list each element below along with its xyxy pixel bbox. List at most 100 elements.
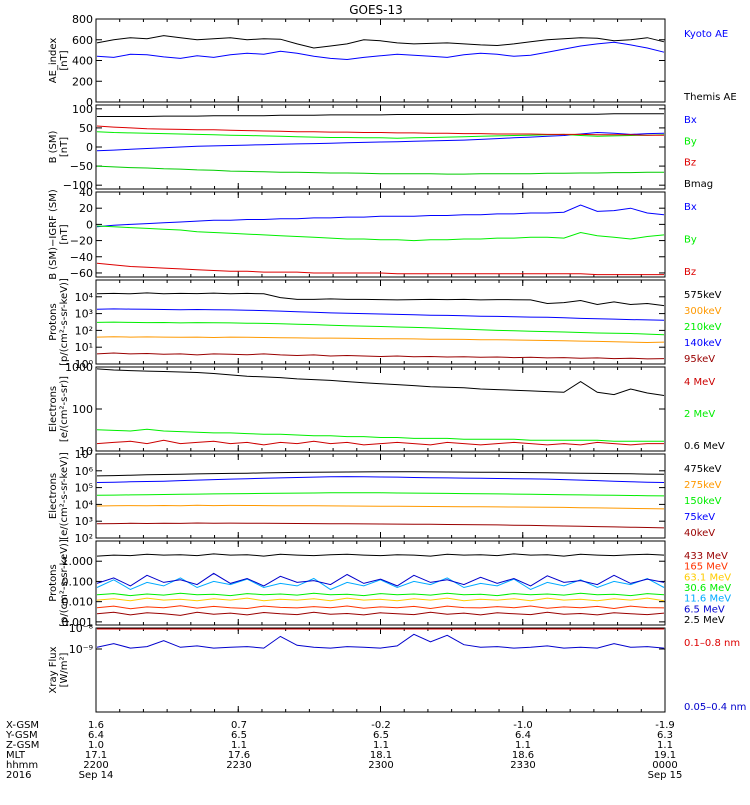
- series-line-0-6-mev: [96, 368, 665, 396]
- orbit-value: 1.1: [231, 740, 247, 751]
- panel-2: 100 50 0 −50 −100 B (SM)[nT] Bx By Bz Bmag: [48, 103, 713, 192]
- panel-frame: [95, 366, 666, 452]
- y-tick-label: 10⁻⁹: [69, 643, 93, 656]
- series-line-bz: [96, 262, 664, 276]
- orbit-value: Sep 14: [79, 770, 114, 781]
- legend-entry: 30.6 MeV: [684, 583, 731, 594]
- legend-entry: 475keV: [684, 464, 722, 475]
- orbit-value: -1.9: [655, 720, 675, 731]
- series-line-bx: [96, 204, 665, 228]
- orbit-row-label: MLT: [6, 750, 26, 761]
- orbit-value: 6.4: [515, 730, 531, 741]
- panel-7: 0.001 0.010 0.100 1.000Protons[p/(cm²-s-sr-…: [48, 539, 731, 629]
- series-line-40kev: [96, 522, 665, 529]
- series-line-kyoto-ae: [96, 41, 665, 61]
- y-tick-label: 10⁰: [75, 358, 94, 371]
- y-tick-label: 100: [72, 403, 93, 416]
- orbit-value: 1.1: [373, 740, 389, 751]
- legend-entry: 63.1 MeV: [684, 572, 731, 583]
- orbit-value: 2200: [83, 760, 108, 771]
- orbit-value: 2230: [226, 760, 251, 771]
- series-line-themis-ae: [96, 35, 665, 49]
- y-tick-label: 40: [79, 186, 93, 199]
- y-tick-label: 10⁴: [75, 498, 94, 511]
- panel-4: 10⁰ 10¹ 10² 10³ 10⁴ Protons[p/(cm²-s-sr-keV)]…: [48, 278, 722, 371]
- y-tick-label: 0: [86, 96, 93, 109]
- series-line-30-6-mev: [96, 592, 665, 597]
- legend-entry: Themis AE: [683, 92, 737, 103]
- series-line-275kev: [96, 504, 665, 510]
- series-line-300kev: [96, 336, 665, 344]
- y-tick-label: 0: [86, 218, 93, 231]
- series-line-bmag: [97, 113, 664, 117]
- legend-entry: 0.05–0.4 nm: [684, 702, 746, 713]
- y-tick-label: 10⁷: [75, 448, 93, 461]
- panel-frame: [95, 279, 666, 365]
- y-tick-label: 600: [72, 34, 93, 47]
- legend-entry: 2 MeV: [684, 409, 715, 420]
- legend-entry: Bx: [684, 202, 697, 213]
- y-tick-label: 0.100: [62, 575, 94, 588]
- y-tick-label: 0.010: [62, 596, 94, 609]
- legend-entry: 4 MeV: [684, 377, 715, 388]
- series-line-bz: [96, 125, 664, 136]
- series-line-0-05-0-4-nm: [96, 633, 665, 649]
- y-tick-label: 800: [72, 13, 93, 26]
- panel-6: 10² 10³ 10⁴ 10⁵ 10⁶ 10⁷ Electrons[e/(cm²-s-sr-…: [48, 448, 722, 545]
- legend-entry: 140keV: [684, 338, 722, 349]
- y-axis-label: Xray Flux[W/m²]: [48, 646, 70, 693]
- orbit-row-label: Y-GSM: [5, 730, 38, 741]
- series-line-150kev: [96, 492, 665, 497]
- y-tick-label: 1.000: [62, 555, 94, 568]
- y-tick-label: 10³: [75, 515, 93, 528]
- panel-frame: [95, 18, 666, 103]
- orbit-value: 6.4: [88, 730, 104, 741]
- y-tick-label: 10⁶: [75, 465, 94, 478]
- y-axis-label: Electrons[e/(cm²-s-sr-keV)]: [48, 452, 70, 540]
- orbit-value: 2330: [510, 760, 535, 771]
- y-tick-label: 10: [79, 445, 93, 458]
- orbit-value: 6.3: [657, 730, 673, 741]
- legend-entry: 300keV: [684, 306, 722, 317]
- orbit-value: 0000: [652, 760, 677, 771]
- series-line-6-5-mev: [96, 572, 665, 587]
- y-tick-label: 100: [72, 103, 93, 116]
- y-tick-label: 10⁴: [75, 291, 94, 304]
- plot-title: GOES-13: [349, 3, 403, 17]
- panel-3: 40 20 0 −20 −40 −60B (SM)−IGRF (SM)[nT] Bx By Bz: [48, 186, 697, 280]
- legend-entry: By: [684, 235, 697, 246]
- orbit-value: 1.6: [88, 720, 104, 731]
- y-tick-label: 1000: [65, 361, 93, 374]
- series-line-extra-4: [96, 165, 664, 175]
- orbit-value: 18.1: [370, 750, 392, 761]
- orbit-value: 1.0: [88, 740, 104, 751]
- orbit-value: 17.6: [228, 750, 250, 761]
- y-tick-label: 10³: [75, 308, 93, 321]
- legend-entry: 433 MeV: [684, 551, 728, 562]
- orbit-value: 1.1: [657, 740, 673, 751]
- legend-entry: Bmag: [684, 179, 713, 190]
- orbit-value: 6.5: [373, 730, 389, 741]
- legend-entry: 0.6 MeV: [684, 441, 725, 452]
- y-tick-label: 0: [86, 141, 93, 154]
- series-line-165-mev: [96, 605, 665, 610]
- legend-entry: Kyoto AE: [684, 29, 728, 40]
- y-tick-label: 10¹: [75, 341, 93, 354]
- y-tick-label: −50: [70, 160, 93, 173]
- legend-entry: 275keV: [684, 480, 722, 491]
- y-tick-label: 200: [72, 75, 93, 88]
- y-tick-label: 20: [79, 202, 93, 215]
- series-line-2-5-mev: [96, 553, 665, 557]
- orbit-value: 17.1: [85, 750, 107, 761]
- orbit-value: 0.7: [231, 720, 247, 731]
- series-line-75kev: [96, 476, 665, 483]
- legend-entry: 0.1–0.8 nm: [684, 638, 740, 649]
- orbit-table: X-GSM 1.6 0.7 -0.2 -1.0 -1.9 Y-GSM 6.4 6.5 6.5 6.4…: [5, 720, 682, 781]
- y-axis-label: B (SM)[nT]: [48, 130, 70, 163]
- panel-frame: [95, 627, 666, 713]
- y-axis-label: Protons[p/(cm²-s-sr-keV)]: [48, 539, 70, 627]
